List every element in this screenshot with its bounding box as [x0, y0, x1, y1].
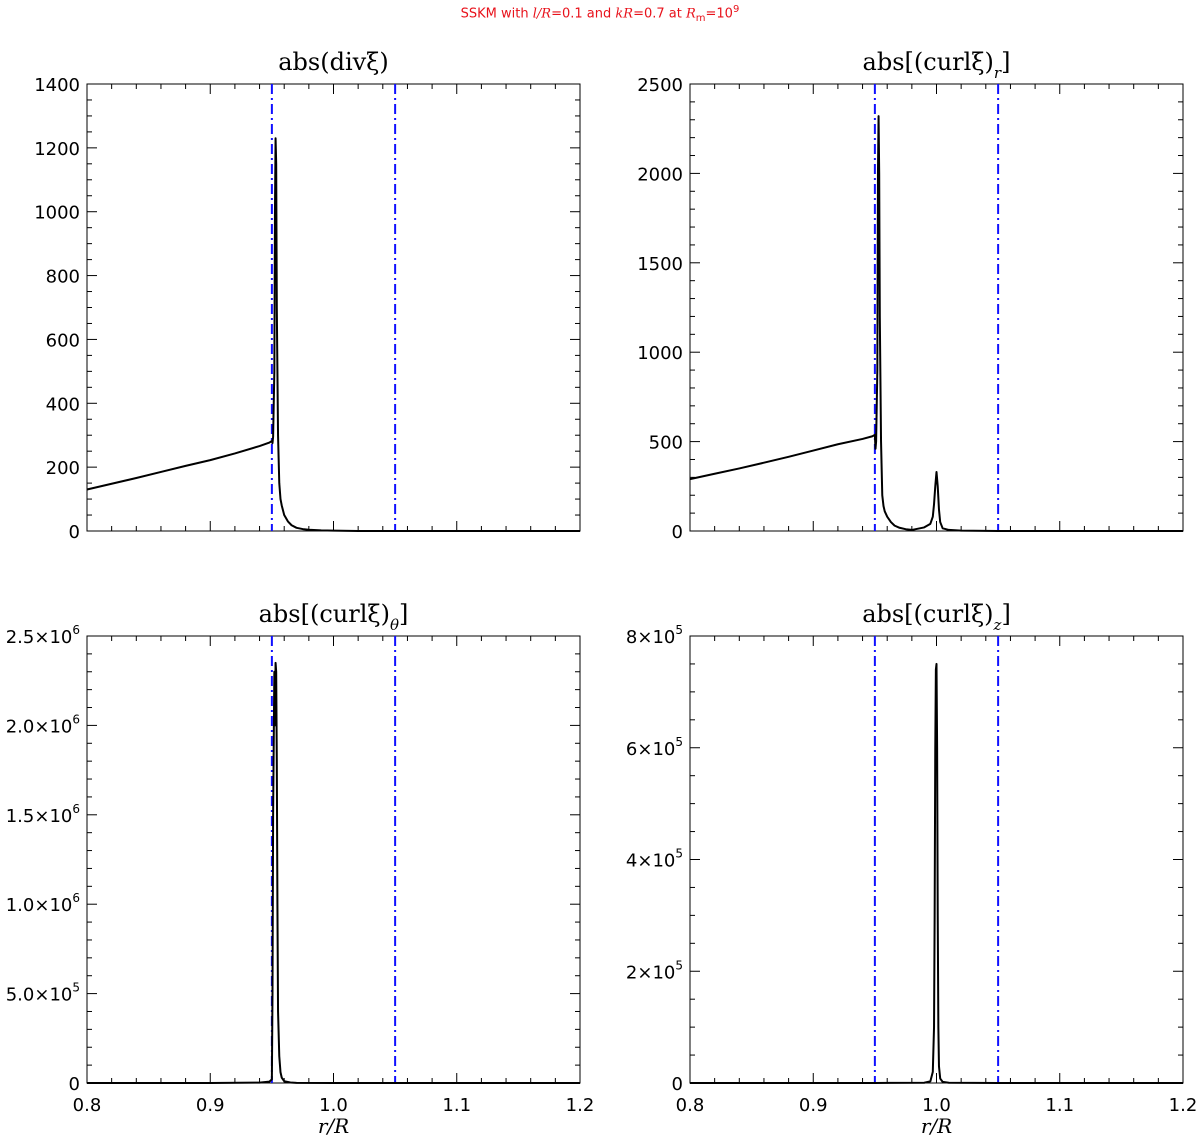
y-tick-label: 600	[46, 330, 80, 351]
panel-title: abs[(curlξ)r]	[863, 48, 1011, 82]
panel-div-xi: 0 200 400 600 800 1000 1200 1400 abs(divξ)	[34, 48, 581, 543]
y-tick-label: 2.0×106	[6, 712, 80, 737]
y-tick-label: 1000	[637, 343, 683, 364]
data-line	[86, 137, 580, 532]
panel-title: abs(divξ)	[278, 48, 389, 76]
y-tick-label: 200	[46, 458, 80, 479]
panel-curl-xi-r: 0 500 1000 1500 2000 2500 abs[(curlξ)r]	[637, 48, 1184, 543]
y-tick-label: 0	[69, 1074, 80, 1095]
x-tick-label: 0.9	[799, 1095, 828, 1116]
x-tick-label: 1.0	[319, 1095, 348, 1116]
x-tick-label: 1.2	[566, 1095, 595, 1116]
y-tick-label: 1000	[34, 203, 80, 224]
y-tick-label: 1.5×106	[6, 802, 80, 827]
y-tick-label: 800	[46, 267, 80, 288]
y-tick-label: 2×105	[626, 958, 683, 983]
y-tick-label: 4×105	[626, 847, 683, 872]
plot-frame	[86, 83, 581, 532]
y-tick-label: 6×105	[626, 735, 683, 760]
y-tick-label: 8×105	[626, 623, 683, 648]
y-tick-label: 2500	[637, 75, 683, 96]
panel-curl-xi-theta: 0.8 0.9 1.0 1.1 1.2 0 5.0×105 1.0×106 1.5×106 2.0…	[6, 600, 595, 1138]
y-tick-label: 0	[69, 522, 80, 543]
x-axis-label: r/R	[921, 1114, 952, 1138]
x-tick-label: 1.2	[1169, 1095, 1198, 1116]
x-tick-label: 0.8	[676, 1095, 705, 1116]
x-tick-label: 1.0	[922, 1095, 951, 1116]
data-line	[690, 662, 1183, 1084]
y-tick-label: 1200	[34, 139, 80, 160]
x-tick-label: 1.1	[442, 1095, 471, 1116]
plot-frame	[86, 635, 581, 1084]
y-tick-label: 500	[649, 433, 683, 454]
panel-curl-xi-z: 0.8 0.9 1.0 1.1 1.2 0 2×105 4×105 6×105 8×105 abs[…	[626, 600, 1197, 1138]
x-tick-label: 0.9	[196, 1095, 225, 1116]
x-tick-label: 0.8	[73, 1095, 102, 1116]
x-tick-label: 1.1	[1045, 1095, 1074, 1116]
y-tick-label: 400	[46, 394, 80, 415]
y-tick-label: 5.0×105	[6, 981, 80, 1006]
x-axis-label: r/R	[318, 1114, 349, 1138]
y-tick-label: 2.5×106	[6, 623, 80, 648]
data-line	[87, 661, 580, 1084]
figure-suptitle: SSKM with l/R=0.1 and kR=0.7 at Rm=109	[460, 4, 740, 24]
panel-title: abs[(curlξ)θ]	[259, 600, 409, 634]
y-tick-label: 1400	[34, 75, 80, 96]
panel-title: abs[(curlξ)z]	[862, 600, 1011, 634]
y-tick-label: 1500	[637, 254, 683, 275]
y-tick-label: 0	[672, 1074, 683, 1095]
plot-frame	[689, 83, 1184, 532]
y-tick-label: 2000	[637, 164, 683, 185]
y-tick-label: 0	[672, 522, 683, 543]
y-tick-label: 1.0×106	[6, 891, 80, 916]
data-line	[689, 115, 1183, 532]
